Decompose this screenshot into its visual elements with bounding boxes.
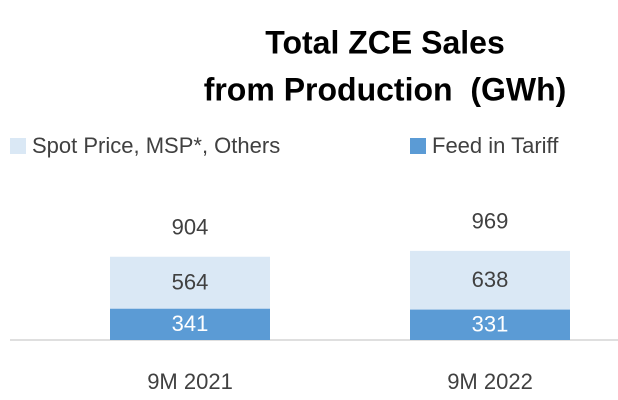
total-label: 969 [472,209,509,234]
total-label: 904 [172,215,209,240]
legend-swatch [10,138,26,154]
bar-segment [110,256,270,309]
legend-swatch [410,138,426,154]
legend-label: Spot Price, MSP*, Others [32,133,280,158]
data-label: 638 [472,267,509,292]
chart-title: from Production (GWh) [204,71,567,107]
bar-segment [410,250,570,310]
legend-label: Feed in Tariff [432,133,559,158]
bar-segment [110,308,270,340]
x-tick-label: 9M 2022 [447,369,533,394]
data-label: 331 [472,312,509,337]
chart-title: Total ZCE Sales [265,24,504,60]
bar-segment [410,309,570,340]
data-label: 564 [172,269,209,294]
x-tick-label: 9M 2021 [147,369,233,394]
data-label: 341 [172,311,209,336]
